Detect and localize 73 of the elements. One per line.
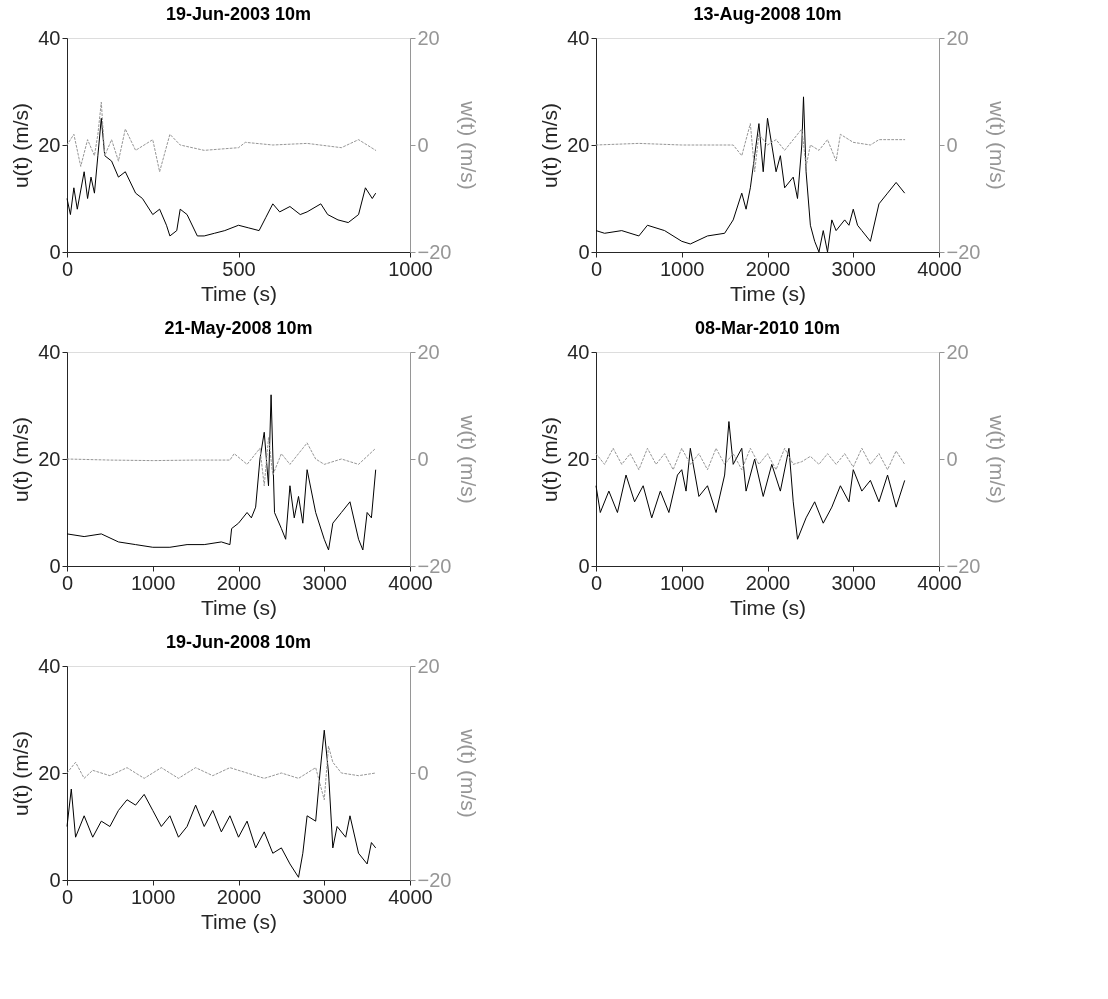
- y-tick-label: 20: [38, 447, 61, 470]
- y-tick-label: 0: [49, 554, 61, 577]
- y-tick-label: 40: [567, 26, 590, 49]
- x-tick-label: 1000: [131, 571, 176, 594]
- y-tick-label: 20: [567, 133, 590, 156]
- y-axis-title: u(t) (m/s): [9, 730, 33, 817]
- y2-axis-title: w(t) (m/s): [986, 414, 1010, 504]
- y2-tick-label: −20: [946, 554, 981, 577]
- y-tick-label: 0: [49, 240, 61, 263]
- y-axis-title: u(t) (m/s): [9, 102, 33, 189]
- y-tick-label: 40: [567, 340, 590, 363]
- y-tick-label: 20: [38, 761, 61, 784]
- line-series: [595, 123, 906, 173]
- y-axis-title: u(t) (m/s): [538, 102, 562, 189]
- y2-axis-title: w(t) (m/s): [457, 728, 481, 818]
- y-tick-label: 20: [38, 133, 61, 156]
- y2-tick-label: 0: [417, 133, 429, 156]
- y-tick-label: 0: [578, 240, 590, 263]
- x-tick-label: 3000: [831, 257, 876, 280]
- y2-tick-label: 20: [417, 26, 440, 49]
- y-tick-label: 20: [567, 447, 590, 470]
- y-axis-title: u(t) (m/s): [538, 416, 562, 503]
- line-series: [66, 117, 377, 237]
- y2-tick-label: −20: [417, 554, 452, 577]
- y-tick-label: 40: [38, 26, 61, 49]
- y2-tick-label: 20: [946, 26, 969, 49]
- line-series: [595, 447, 906, 471]
- chart-title: 19-Jun-2008 10m: [165, 632, 312, 652]
- x-tick-label: 1000: [131, 885, 176, 908]
- y2-tick-label: 0: [946, 447, 958, 470]
- x-axis-title: Time (s): [200, 595, 278, 619]
- line-series: [595, 96, 906, 253]
- line-series: [66, 101, 377, 173]
- y2-tick-label: 20: [417, 340, 440, 363]
- x-tick-label: 3000: [302, 885, 347, 908]
- x-tick-label: 2000: [216, 885, 262, 908]
- x-tick-label: 3000: [302, 571, 347, 594]
- y2-axis-title: w(t) (m/s): [986, 100, 1010, 190]
- y2-tick-label: 0: [417, 447, 429, 470]
- x-tick-label: 1000: [660, 571, 705, 594]
- x-tick-label: 2000: [745, 257, 791, 280]
- chart-title: 19-Jun-2003 10m: [165, 4, 312, 24]
- y-axis-title: u(t) (m/s): [9, 416, 33, 503]
- x-axis-title: Time (s): [729, 595, 807, 619]
- x-axis-title: Time (s): [200, 909, 278, 933]
- y2-tick-label: −20: [946, 240, 981, 263]
- y2-tick-label: 20: [417, 654, 440, 677]
- y2-tick-label: −20: [417, 868, 452, 891]
- x-axis-title: Time (s): [200, 281, 278, 305]
- line-series: [66, 437, 377, 487]
- line-series: [66, 394, 377, 551]
- y2-tick-label: 20: [946, 340, 969, 363]
- x-tick-label: 2000: [216, 571, 262, 594]
- y-tick-label: 40: [38, 340, 61, 363]
- chart-title: 21-May-2008 10m: [164, 318, 313, 338]
- x-tick-label: 1000: [660, 257, 705, 280]
- line-series: [66, 745, 377, 801]
- y2-axis-title: w(t) (m/s): [457, 414, 481, 504]
- x-tick-label: 3000: [831, 571, 876, 594]
- line-series: [595, 421, 906, 540]
- chart-title: 08-Mar-2010 10m: [694, 318, 841, 338]
- chart-title: 13-Aug-2008 10m: [693, 4, 842, 24]
- y2-tick-label: 0: [417, 761, 429, 784]
- x-tick-label: 2000: [745, 571, 791, 594]
- y-tick-label: 0: [49, 868, 61, 891]
- y2-axis-title: w(t) (m/s): [457, 100, 481, 190]
- y-tick-label: 0: [578, 554, 590, 577]
- y2-tick-label: 0: [946, 133, 958, 156]
- y-tick-label: 40: [38, 654, 61, 677]
- x-tick-label: 500: [222, 257, 256, 280]
- x-axis-title: Time (s): [729, 281, 807, 305]
- y2-tick-label: −20: [417, 240, 452, 263]
- line-series: [66, 729, 377, 878]
